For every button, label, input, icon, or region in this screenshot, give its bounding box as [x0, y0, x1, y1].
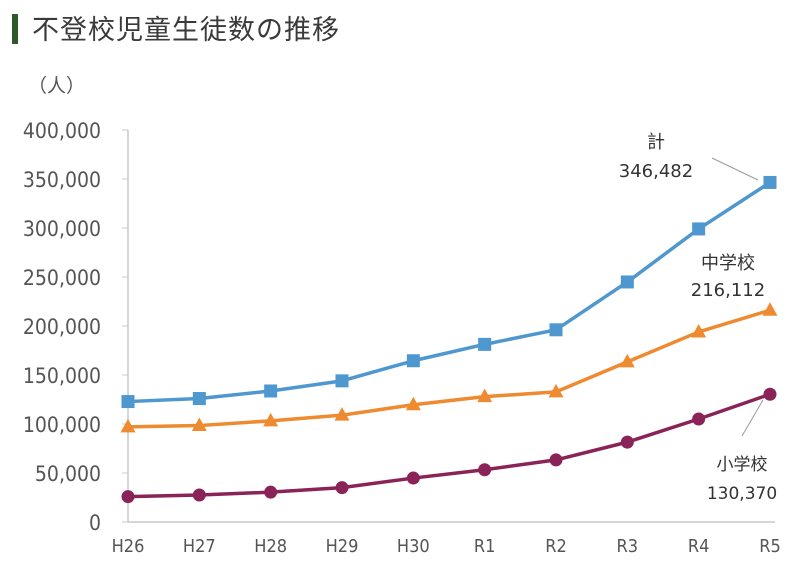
y-tick-label: 350,000: [23, 168, 101, 192]
x-tick-label: R5: [759, 536, 781, 557]
series-total: [121, 175, 777, 409]
callouts: 計 346,482 中学校 216,112 小学校 130,370: [619, 132, 777, 504]
page-title: 不登校児童生徒数の推移: [32, 15, 340, 46]
data-point-triangle: [191, 417, 207, 432]
annotation-junior-high-label: 中学校: [701, 253, 755, 274]
data-point-triangle: [120, 418, 136, 433]
x-tick-label: R2: [545, 536, 567, 557]
data-point-square: [264, 384, 278, 398]
y-axis-ticks: 0 50,000 100,000 150,000 200,000 250,000 300,0…: [23, 119, 128, 535]
data-point-circle: [692, 412, 706, 426]
data-point-square: [620, 275, 634, 289]
x-tick-label: H30: [397, 536, 430, 557]
data-point-circle: [406, 471, 420, 485]
series-elementary: [121, 387, 777, 504]
data-point-circle: [478, 463, 492, 477]
data-point-circle: [335, 481, 349, 495]
series-junior_high: [120, 302, 778, 433]
data-point-square: [692, 222, 706, 236]
x-tick-label: R4: [688, 536, 710, 557]
data-point-square: [763, 175, 777, 189]
data-point-square: [121, 395, 135, 409]
x-tick-label: H29: [326, 536, 359, 557]
series-line-elementary: [127, 392, 771, 499]
y-tick-label: 0: [89, 511, 101, 535]
data-point-square: [335, 374, 349, 388]
data-point-square: [406, 354, 420, 368]
data-point-square: [192, 392, 206, 406]
y-tick-label: 100,000: [23, 413, 101, 437]
y-tick-label: 200,000: [23, 315, 101, 339]
data-point-triangle: [405, 396, 421, 411]
data-point-circle: [192, 488, 206, 502]
data-point-triangle: [619, 353, 635, 368]
x-axis-ticks: H26 H27 H28 H29 H30 R1 R2 R3 R4 R5: [112, 536, 781, 557]
annotation-junior-high-value: 216,112: [691, 280, 765, 301]
series-line-total: [127, 180, 771, 404]
data-point-triangle: [548, 383, 564, 398]
y-tick-label: 50,000: [35, 462, 101, 486]
x-tick-label: H28: [254, 536, 287, 557]
annotation-total-value: 346,482: [619, 161, 693, 182]
data-point-circle: [549, 453, 563, 467]
annotation-elementary-label: 小学校: [717, 455, 768, 475]
data-point-triangle: [334, 407, 350, 421]
data-point-triangle: [762, 302, 778, 316]
data-point-triangle: [691, 323, 707, 338]
x-tick-label: R3: [617, 536, 639, 557]
x-tick-label: H26: [112, 536, 145, 557]
series-layer: [120, 175, 778, 504]
data-point-circle: [264, 485, 278, 499]
annotation-elementary-value: 130,370: [707, 484, 777, 504]
y-tick-label: 150,000: [23, 364, 101, 388]
data-point-circle: [763, 387, 777, 401]
data-point-square: [478, 337, 492, 351]
x-tick-label: H27: [183, 536, 216, 557]
y-tick-label: 400,000: [23, 119, 101, 143]
callout-line-total: [711, 157, 759, 181]
data-point-triangle: [263, 412, 279, 427]
annotation-total-label: 計: [647, 132, 665, 153]
data-point-circle: [121, 490, 135, 504]
series-line-junior_high: [127, 308, 771, 429]
data-point-square: [549, 323, 563, 337]
callout-line-elementary: [741, 399, 764, 437]
data-point-triangle: [477, 388, 493, 403]
y-tick-label: 300,000: [23, 217, 101, 241]
data-point-circle: [620, 435, 634, 449]
title-accent-bar: [12, 14, 18, 44]
y-tick-label: 250,000: [23, 266, 101, 290]
y-axis-unit-label: （人）: [28, 75, 85, 97]
x-tick-label: R1: [474, 536, 496, 557]
